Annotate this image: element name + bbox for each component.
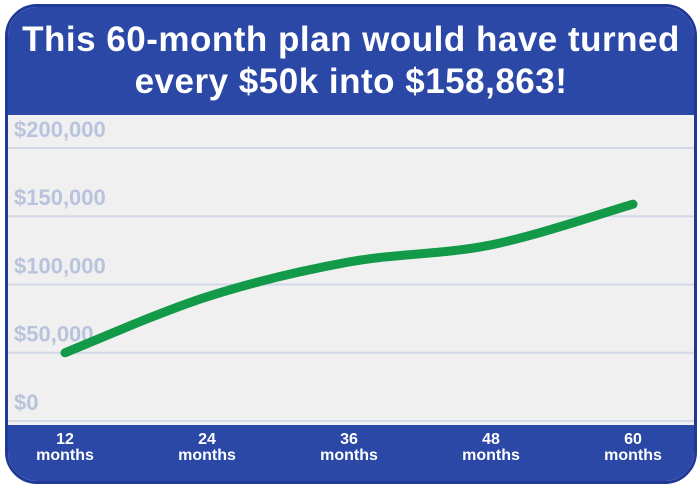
x-tick-label: 36 months [320, 431, 378, 464]
y-tick-label: $200,000 [14, 117, 106, 142]
x-tick-label: 48 months [462, 431, 520, 464]
y-tick-label: $0 [14, 390, 38, 415]
chart: $0$50,000$100,000$150,000$200,000 [8, 117, 694, 422]
y-tick-label: $150,000 [14, 185, 106, 210]
x-axis-band: 12 months 24 months 36 months 48 months 60 m… [8, 425, 694, 481]
title-band: This 60-month plan would have turned eve… [8, 7, 694, 115]
chart-frame: $0 $50,000 $100,000 $150,000 $200,000 This 6… [5, 4, 697, 484]
data-line [60, 199, 638, 358]
y-tick-label: $100,000 [14, 253, 106, 278]
x-tick-label: 60 months [604, 431, 662, 464]
x-tick-label: 24 months [178, 431, 236, 464]
x-tick-label: 12 months [36, 431, 94, 464]
chart-title: This 60-month plan would have turned eve… [22, 20, 680, 101]
